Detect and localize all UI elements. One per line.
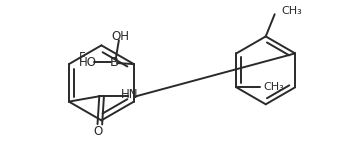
Text: O: O	[93, 126, 102, 138]
Text: CH₃: CH₃	[264, 82, 285, 92]
Text: HO: HO	[78, 56, 96, 69]
Text: B: B	[110, 56, 119, 69]
Text: CH₃: CH₃	[281, 6, 302, 16]
Text: OH: OH	[112, 30, 130, 43]
Text: HN: HN	[121, 88, 138, 101]
Text: F: F	[79, 51, 86, 64]
